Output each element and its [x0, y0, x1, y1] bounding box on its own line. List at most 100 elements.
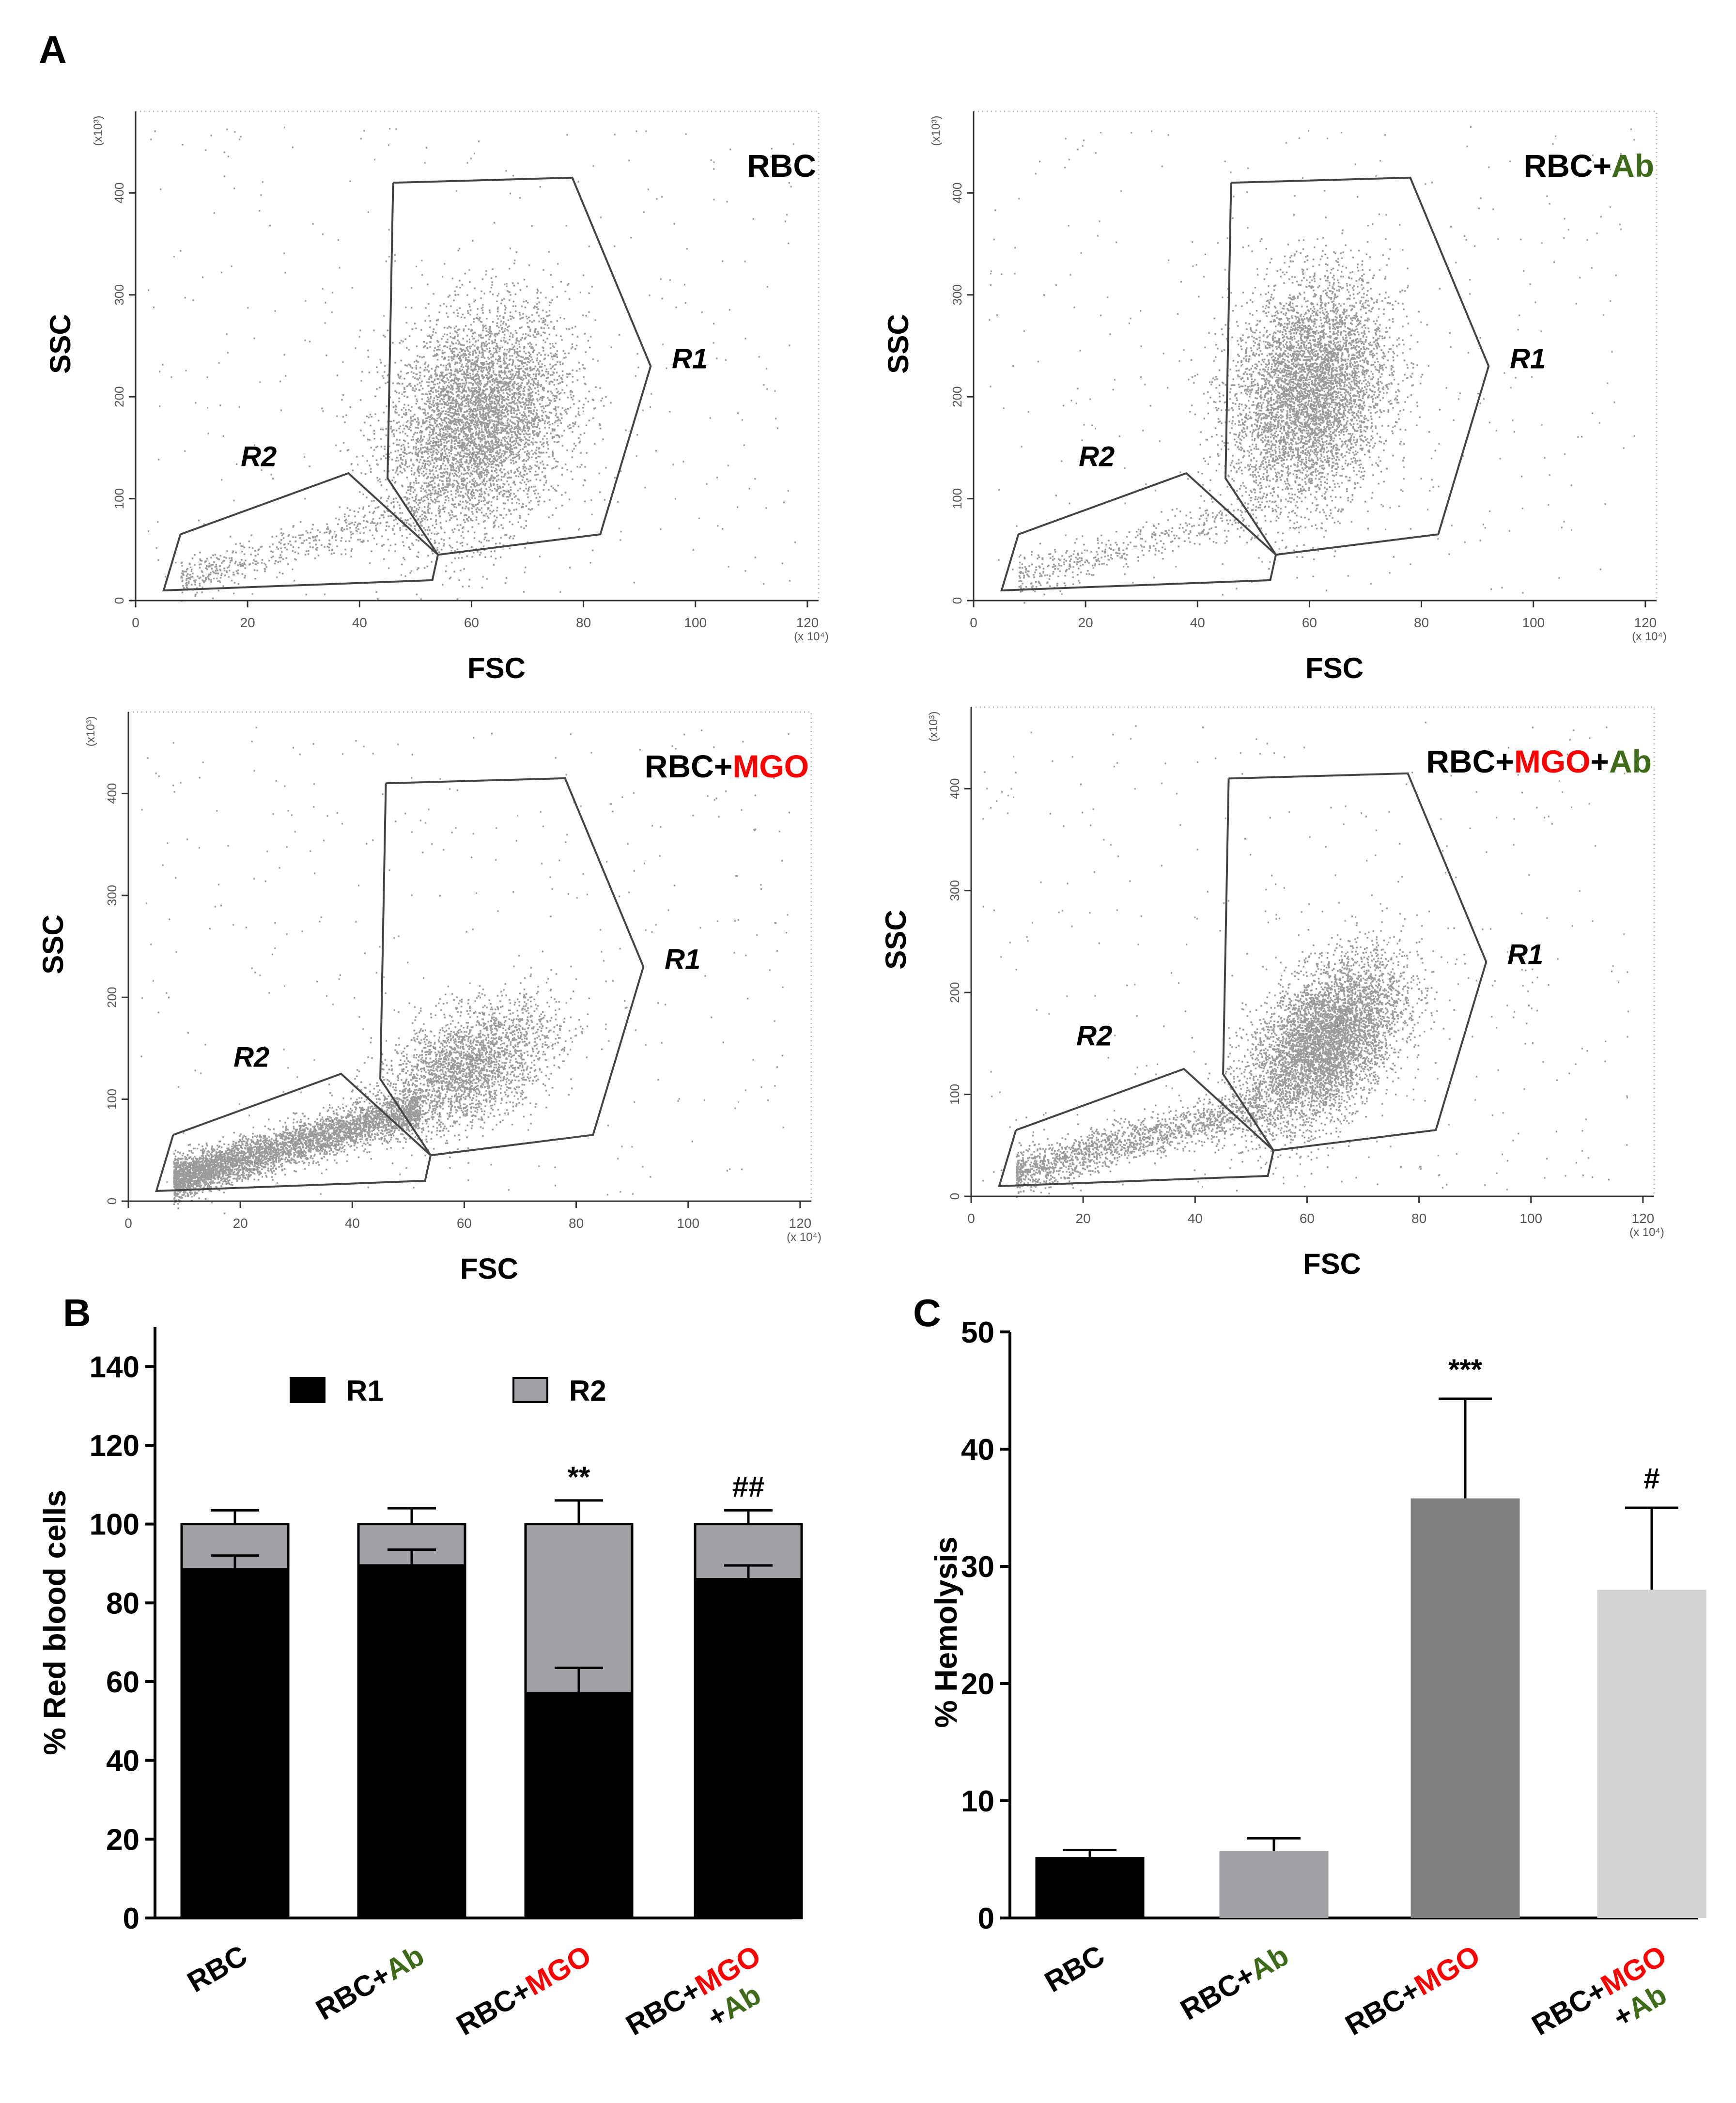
- hemolysis-bar-4: # RBC+MGO+Ab: [1526, 1462, 1706, 2042]
- flow-plot-3: 0 20 40 60 80 100 120 0 100 200 300 400 (x10³) (x 10⁴…: [37, 711, 822, 1285]
- x-tick-label: 100: [677, 1216, 699, 1231]
- plot-title-part-0: RBC: [747, 148, 816, 184]
- significance-label: **: [568, 1461, 590, 1493]
- x-tick-label: 60: [464, 615, 479, 630]
- category-text-part-0: RBC+: [451, 1974, 536, 2042]
- y-axis-title: % Red blood cells: [37, 1490, 72, 1755]
- gate-r1: [1224, 176, 1490, 556]
- x-tick-label: 20: [1076, 1211, 1091, 1226]
- y-tick-label: 200: [950, 386, 964, 407]
- x-tick-label: 60: [1300, 1211, 1315, 1226]
- significance-label: ##: [732, 1470, 765, 1503]
- y-tick-label: 100: [950, 488, 964, 509]
- category-label: RBC+MGO+Ab: [1526, 1939, 1672, 2042]
- x-tick-label: 80: [1414, 615, 1429, 630]
- x-tick-label: 0: [132, 615, 140, 630]
- y-tick-label: 0: [950, 597, 964, 604]
- category-text-part-0: RBC+: [310, 1958, 396, 2026]
- y-tick-label: 20: [961, 1668, 994, 1701]
- stacked-bar-4: ## RBC+MGO+Ab: [620, 1470, 803, 2042]
- x-multiplier-label: (x 10⁴): [1629, 1226, 1664, 1239]
- flow-plot-2: 0 20 40 60 80 100 120 0 100 200 300 400 (x10³) (x 10⁴…: [882, 110, 1667, 684]
- y-tick-label: 200: [105, 987, 119, 1007]
- plot-title-part-3: Ab: [1609, 743, 1652, 779]
- category-text-part-1: MGO: [520, 1939, 597, 2002]
- y-tick-label: 140: [90, 1350, 140, 1384]
- category-text-part-1: MGO: [1409, 1939, 1486, 2002]
- y-axis-title: SSC: [37, 914, 69, 974]
- gate-r1: [387, 176, 652, 556]
- x-tick-label: 80: [576, 615, 591, 630]
- x-tick-label: 120: [1634, 615, 1657, 630]
- gate-label-r1: R1: [672, 343, 708, 374]
- legend-swatch-r1: [290, 1377, 326, 1403]
- bar: [1219, 1851, 1329, 1918]
- stacked-bar-2: RBC+Ab: [310, 1507, 466, 2026]
- x-axis-title: FSC: [1303, 1248, 1361, 1280]
- x-tick-label: 20: [240, 615, 255, 630]
- gate-label-r2: R2: [233, 1041, 269, 1073]
- scatter-points: [148, 126, 796, 602]
- gate-r1: [379, 777, 645, 1157]
- x-tick-label: 80: [1411, 1211, 1426, 1226]
- x-axis-title: FSC: [460, 1253, 518, 1285]
- gate-r2: [155, 1072, 432, 1192]
- plot-title-part-0: RBC+: [1523, 148, 1612, 184]
- x-tick-label: 20: [233, 1216, 248, 1231]
- category-label: RBC: [1039, 1939, 1110, 1998]
- plot-title: RBC: [747, 148, 816, 184]
- x-tick-label: 120: [1632, 1211, 1655, 1226]
- category-text-line1-part-0: RBC+: [620, 1974, 706, 2042]
- category-text-part-0: RBC+: [1175, 1958, 1260, 2026]
- y-axis-title: SSC: [882, 314, 914, 373]
- bar: [1410, 1498, 1520, 1918]
- bar-r1: [357, 1564, 466, 1919]
- category-text-part-0: RBC: [1039, 1939, 1110, 1998]
- panel-b-stacked-bar-chart: 0 20 40 60 80 100 120 140 % Red blood cells RBC RB…: [37, 1327, 803, 2042]
- y-tick-label: 400: [112, 183, 126, 203]
- x-tick-label: 60: [457, 1216, 472, 1231]
- plot-title-part-2: +: [1590, 743, 1609, 779]
- flow-plot-4: 0 20 40 60 80 100 120 0 100 200 300 400 (x10³) (x 10⁴…: [880, 706, 1664, 1280]
- plot-title-part-0: RBC+: [1426, 743, 1514, 779]
- y-axis-title: SSC: [880, 910, 912, 969]
- y-tick-label: 400: [105, 783, 119, 804]
- x-tick-label: 40: [1188, 1211, 1203, 1226]
- y-tick-label: 100: [105, 1089, 119, 1110]
- x-tick-label: 0: [967, 1211, 975, 1226]
- plot-title-part-1: MGO: [732, 748, 809, 784]
- category-text: RBC: [1039, 1939, 1110, 1998]
- y-tick-label: 100: [90, 1508, 140, 1542]
- plot-title-part-1: Ab: [1612, 148, 1654, 184]
- x-multiplier-label: (x 10⁴): [787, 1231, 822, 1244]
- y-multiplier-label: (x10³): [84, 716, 97, 747]
- legend-label-r2: R2: [569, 1375, 606, 1407]
- gate-label-r2: R2: [241, 441, 277, 472]
- stacked-bar-3: ** RBC+MGO: [451, 1461, 634, 2042]
- y-tick-label: 0: [978, 1902, 994, 1935]
- y-tick-label: 0: [947, 1193, 962, 1200]
- y-tick-label: 300: [947, 880, 962, 901]
- x-tick-label: 100: [684, 615, 707, 630]
- x-tick-label: 40: [345, 1216, 360, 1231]
- plot-title: RBC+Ab: [1523, 148, 1654, 184]
- x-tick-label: 40: [1190, 615, 1205, 630]
- gate-r2: [1000, 472, 1277, 592]
- y-tick-label: 30: [961, 1550, 994, 1584]
- stacked-bar-1: RBC: [180, 1509, 290, 1998]
- category-text-part-0: RBC+: [1340, 1974, 1425, 2042]
- x-tick-label: 40: [352, 615, 367, 630]
- bar: [1035, 1857, 1145, 1918]
- category-label: RBC+Ab: [1175, 1939, 1294, 2026]
- x-tick-label: 100: [1519, 1211, 1542, 1226]
- y-tick-label: 50: [961, 1316, 994, 1349]
- x-tick-label: 60: [1302, 615, 1317, 630]
- plot-frame: [135, 110, 820, 602]
- panel-label-a: A: [39, 28, 67, 71]
- y-tick-label: 300: [112, 284, 126, 305]
- category-text: RBC+Ab: [310, 1939, 430, 2026]
- x-multiplier-label: (x 10⁴): [1632, 630, 1667, 643]
- panel-label-c: C: [913, 1291, 941, 1334]
- category-text-line1-part-0: RBC+: [1526, 1974, 1612, 2042]
- y-tick-label: 100: [112, 488, 126, 509]
